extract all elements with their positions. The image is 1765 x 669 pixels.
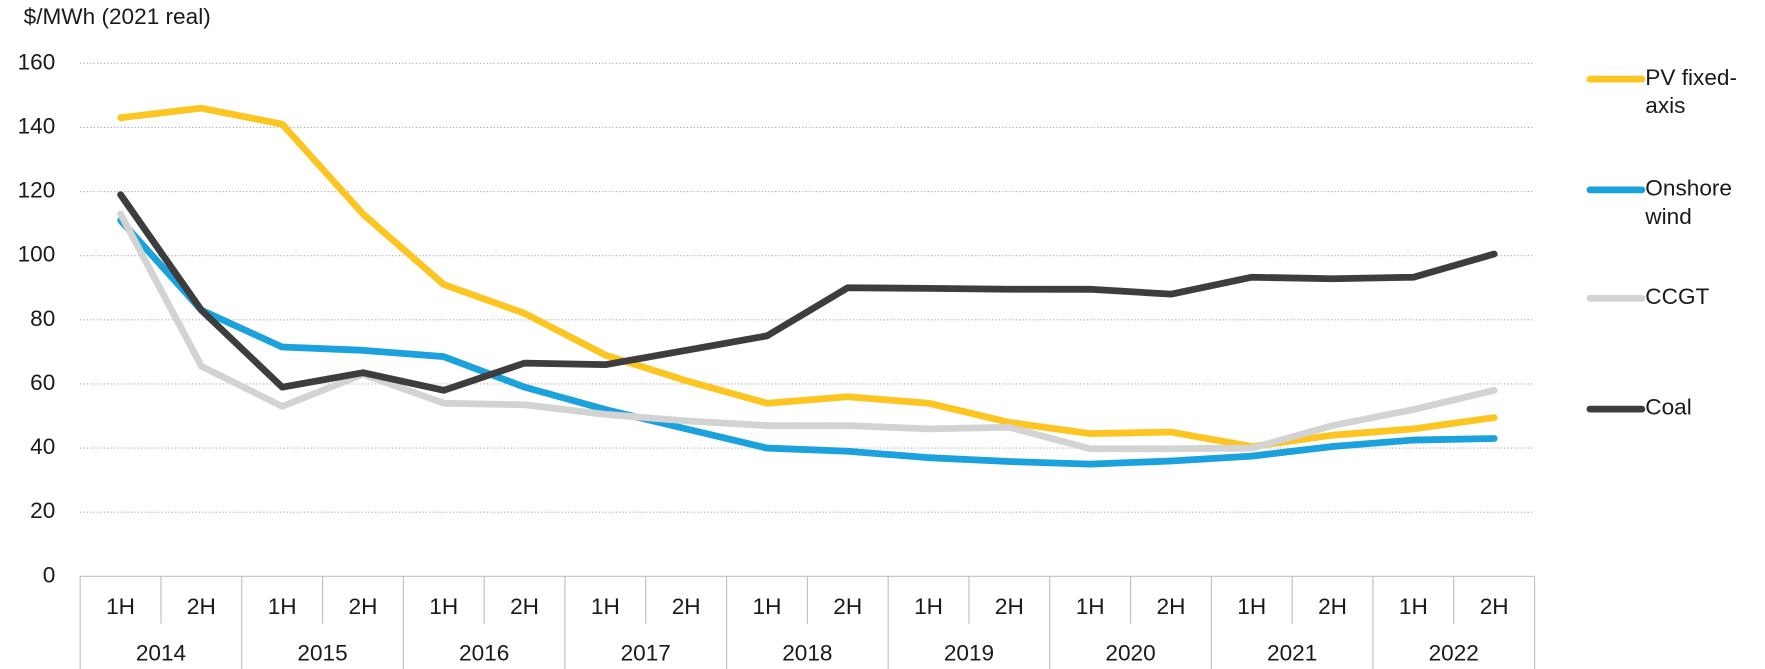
x-tick-label: 1H — [591, 594, 620, 619]
x-group-label: 2020 — [1105, 640, 1155, 665]
x-tick-label: 1H — [1237, 594, 1266, 619]
legend-label: PV fixed-axis — [1645, 65, 1738, 119]
y-axis-label: $/MWh (2021 real) — [24, 4, 211, 29]
legend-item: CCGT — [1645, 284, 1710, 310]
x-tick-label: 2H — [349, 594, 378, 619]
legend-label: CCGT — [1645, 284, 1710, 310]
x-tick-label: 1H — [429, 594, 458, 619]
x-group-label: 2016 — [459, 640, 509, 665]
series-line — [117, 210, 1498, 453]
x-tick-label: 1H — [106, 594, 135, 619]
legend-item: Onshore wind — [1645, 176, 1732, 230]
x-tick-label: 2H — [1480, 594, 1509, 619]
x-tick-label: 1H — [1399, 594, 1428, 619]
y-tick-label: 120 — [18, 178, 56, 203]
legend-item: PV fixed-axis — [1645, 65, 1738, 119]
x-tick-label: 2H — [510, 594, 539, 619]
y-tick-label: 40 — [30, 434, 55, 459]
x-tick-label: 2H — [995, 594, 1024, 619]
x-tick-label: 2H — [672, 594, 701, 619]
x-tick-label: 2H — [833, 594, 862, 619]
y-tick-label: 100 — [18, 242, 56, 267]
y-tick-label: 60 — [30, 370, 55, 395]
x-tick-label: 2H — [187, 594, 216, 619]
y-tick-label: 160 — [18, 49, 56, 74]
x-group-label: 2021 — [1267, 640, 1317, 665]
y-tick-label: 0 — [43, 562, 56, 587]
x-group-label: 2014 — [136, 640, 186, 665]
x-tick-label: 1H — [1076, 594, 1105, 619]
series-line — [117, 216, 1498, 468]
legend-item: Coal — [1645, 395, 1692, 421]
x-tick-label: 2H — [1318, 594, 1347, 619]
legend-label: Coal — [1645, 395, 1692, 421]
x-group-label: 2019 — [944, 640, 994, 665]
x-group-label: 2018 — [782, 640, 832, 665]
series-line — [117, 191, 1498, 394]
y-tick-label: 20 — [30, 498, 55, 523]
x-group-label: 2017 — [621, 640, 671, 665]
x-tick-label: 1H — [268, 594, 297, 619]
x-tick-label: 1H — [914, 594, 943, 619]
x-group-label: 2015 — [297, 640, 347, 665]
x-group-label: 2022 — [1429, 640, 1479, 665]
x-tick-label: 1H — [753, 594, 782, 619]
y-tick-label: 140 — [18, 113, 56, 138]
y-tick-label: 80 — [30, 306, 55, 331]
x-tick-label: 2H — [1157, 594, 1186, 619]
legend-label: Onshore wind — [1645, 176, 1732, 230]
